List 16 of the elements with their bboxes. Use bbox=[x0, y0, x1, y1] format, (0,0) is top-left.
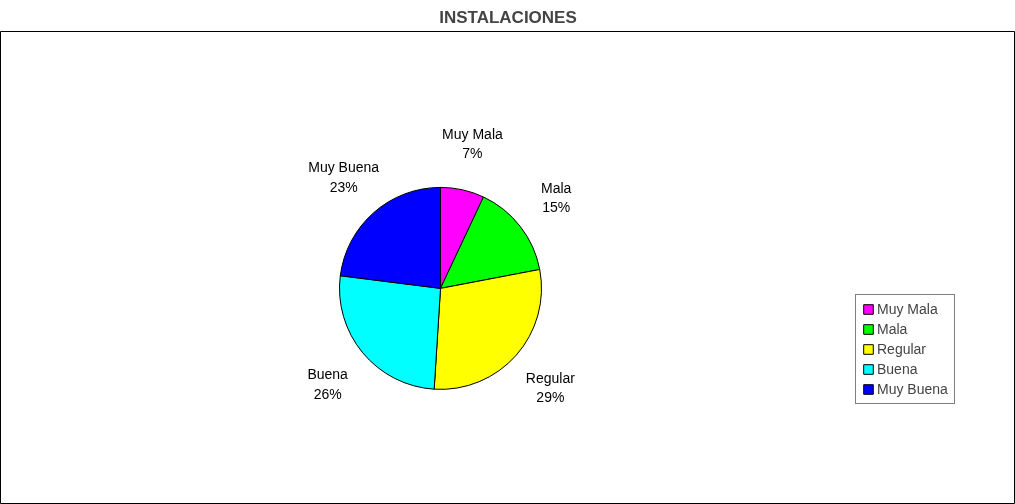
data-label: 15% bbox=[542, 199, 571, 216]
data-label: 26% bbox=[313, 385, 342, 402]
legend-label: Buena bbox=[877, 361, 918, 377]
legend-label: Muy Buena bbox=[877, 381, 948, 397]
legend-label: Muy Mala bbox=[877, 301, 938, 317]
slice-label: Mala bbox=[541, 179, 572, 196]
data-label: 7% bbox=[462, 144, 483, 161]
data-label: 23% bbox=[329, 178, 358, 195]
slice-label: Muy Mala bbox=[442, 125, 503, 142]
slice-label: Buena bbox=[307, 366, 349, 383]
chart-title: INSTALACIONES bbox=[439, 7, 577, 27]
legend-label: Regular bbox=[877, 341, 927, 357]
data-label: 29% bbox=[536, 389, 565, 406]
legend-label: Mala bbox=[877, 321, 908, 337]
slice-label: Muy Buena bbox=[308, 159, 380, 176]
slice-label: Regular bbox=[525, 369, 576, 386]
